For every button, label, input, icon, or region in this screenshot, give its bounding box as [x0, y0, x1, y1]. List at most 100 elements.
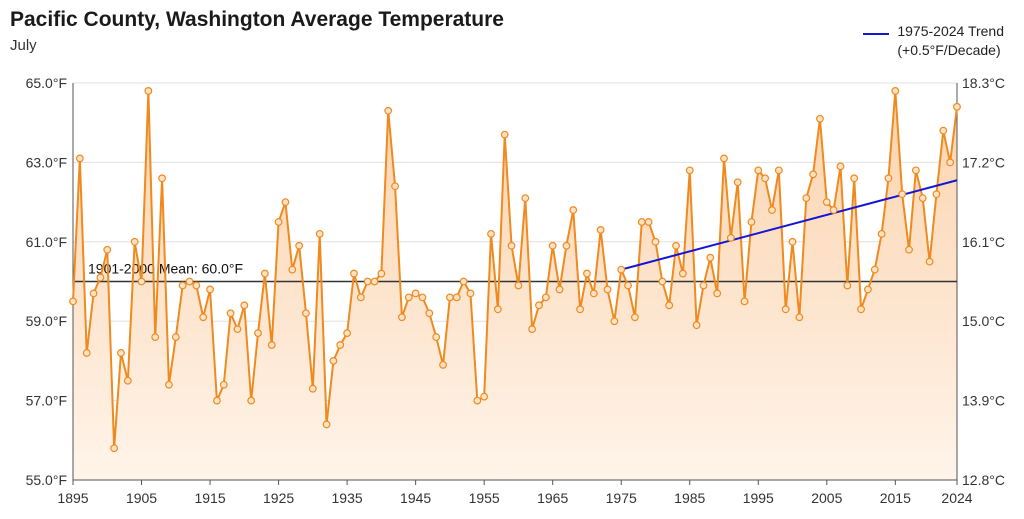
- data-point: [398, 313, 406, 322]
- data-point: [103, 245, 112, 254]
- data-point: [555, 285, 564, 294]
- x-tick-label: 1965: [537, 490, 568, 506]
- data-point: [295, 241, 304, 250]
- data-point: [384, 106, 393, 115]
- data-point: [829, 206, 838, 214]
- y-right-tick-label: 17.2°C: [962, 154, 1005, 170]
- legend-trend-swatch: [863, 33, 890, 35]
- data-point: [843, 281, 852, 290]
- x-tick-label: 1895: [57, 490, 88, 506]
- data-point: [925, 257, 934, 266]
- data-point: [617, 265, 626, 274]
- legend-trend-label: 1975-2024 Trend (+0.5°F/Decade): [897, 22, 1004, 60]
- y-left-tick-label: 55.0°F: [26, 472, 67, 488]
- data-point: [336, 341, 345, 349]
- data-point: [117, 349, 125, 357]
- x-tick-label: 2024: [941, 490, 972, 506]
- data-point: [726, 233, 735, 242]
- data-point: [535, 301, 543, 310]
- data-point: [110, 444, 119, 453]
- data-point: [884, 174, 893, 183]
- data-point: [637, 218, 646, 226]
- data-point: [288, 265, 297, 274]
- data-point: [699, 281, 708, 290]
- y-right-tick-label: 13.9°C: [962, 393, 1005, 409]
- y-right-tick-label: 18.3°C: [962, 75, 1005, 91]
- data-point: [500, 130, 509, 139]
- data-point: [685, 166, 694, 175]
- x-tick-label: 2005: [811, 490, 842, 506]
- data-point: [953, 102, 961, 111]
- y-left-tick-label: 61.0°F: [26, 234, 67, 250]
- data-point: [267, 341, 276, 349]
- data-point: [439, 360, 447, 369]
- x-tick-label: 1915: [194, 490, 225, 506]
- data-point: [788, 237, 797, 246]
- data-point: [329, 357, 338, 365]
- data-point: [576, 305, 584, 314]
- data-point: [603, 285, 612, 294]
- data-point: [493, 305, 502, 314]
- data-point: [130, 237, 139, 246]
- data-point: [809, 170, 817, 179]
- data-point: [206, 285, 214, 294]
- data-point: [706, 253, 715, 262]
- data-point: [233, 325, 242, 334]
- data-point: [822, 198, 831, 207]
- data-point: [864, 285, 872, 294]
- data-point: [740, 297, 749, 306]
- data-point: [151, 333, 160, 341]
- data-point: [521, 194, 530, 203]
- data-point: [802, 194, 811, 203]
- x-tick-label: 1975: [606, 490, 637, 506]
- data-point: [137, 277, 146, 286]
- data-point: [795, 313, 804, 322]
- series-line: [72, 89, 958, 450]
- data-point: [651, 237, 660, 246]
- data-point: [596, 225, 605, 234]
- data-point: [939, 126, 948, 135]
- data-point: [350, 269, 358, 278]
- data-point: [192, 281, 201, 290]
- data-point: [96, 273, 105, 282]
- x-tick-label: 1935: [332, 490, 363, 506]
- data-point: [69, 297, 77, 306]
- data-point: [343, 329, 352, 338]
- data-point: [432, 333, 441, 341]
- data-point: [918, 194, 927, 203]
- y-right-tick-label: 12.8°C: [962, 472, 1005, 488]
- data-point: [911, 166, 920, 175]
- data-point: [946, 158, 955, 167]
- data-point: [665, 301, 674, 310]
- data-point: [356, 293, 365, 302]
- data-point: [446, 293, 454, 302]
- data-point: [733, 178, 742, 187]
- data-point: [514, 281, 523, 290]
- data-point: [658, 277, 667, 286]
- data-point: [891, 87, 900, 95]
- data-point: [418, 293, 427, 302]
- legend-trend-line2: (+0.5°F/Decade): [897, 42, 1001, 58]
- data-point: [816, 114, 824, 123]
- y-right-tick-label: 15.0°C: [962, 313, 1005, 329]
- data-point: [857, 305, 865, 314]
- data-point: [158, 174, 166, 183]
- chart-subtitle: July: [10, 37, 37, 54]
- data-point: [185, 277, 194, 286]
- data-point: [363, 277, 372, 286]
- data-point: [836, 162, 845, 171]
- data-point: [466, 289, 475, 298]
- data-point: [247, 396, 256, 405]
- y-right-tick-label: 16.1°C: [962, 234, 1005, 250]
- data-point: [487, 229, 495, 238]
- data-point: [850, 174, 859, 183]
- data-point: [219, 380, 228, 389]
- x-tick-label: 1995: [743, 490, 774, 506]
- data-point: [720, 154, 728, 163]
- data-point: [377, 269, 386, 278]
- data-point: [754, 166, 763, 175]
- data-point: [391, 182, 399, 191]
- data-point: [678, 269, 687, 278]
- data-point: [315, 229, 324, 238]
- data-point: [199, 313, 208, 322]
